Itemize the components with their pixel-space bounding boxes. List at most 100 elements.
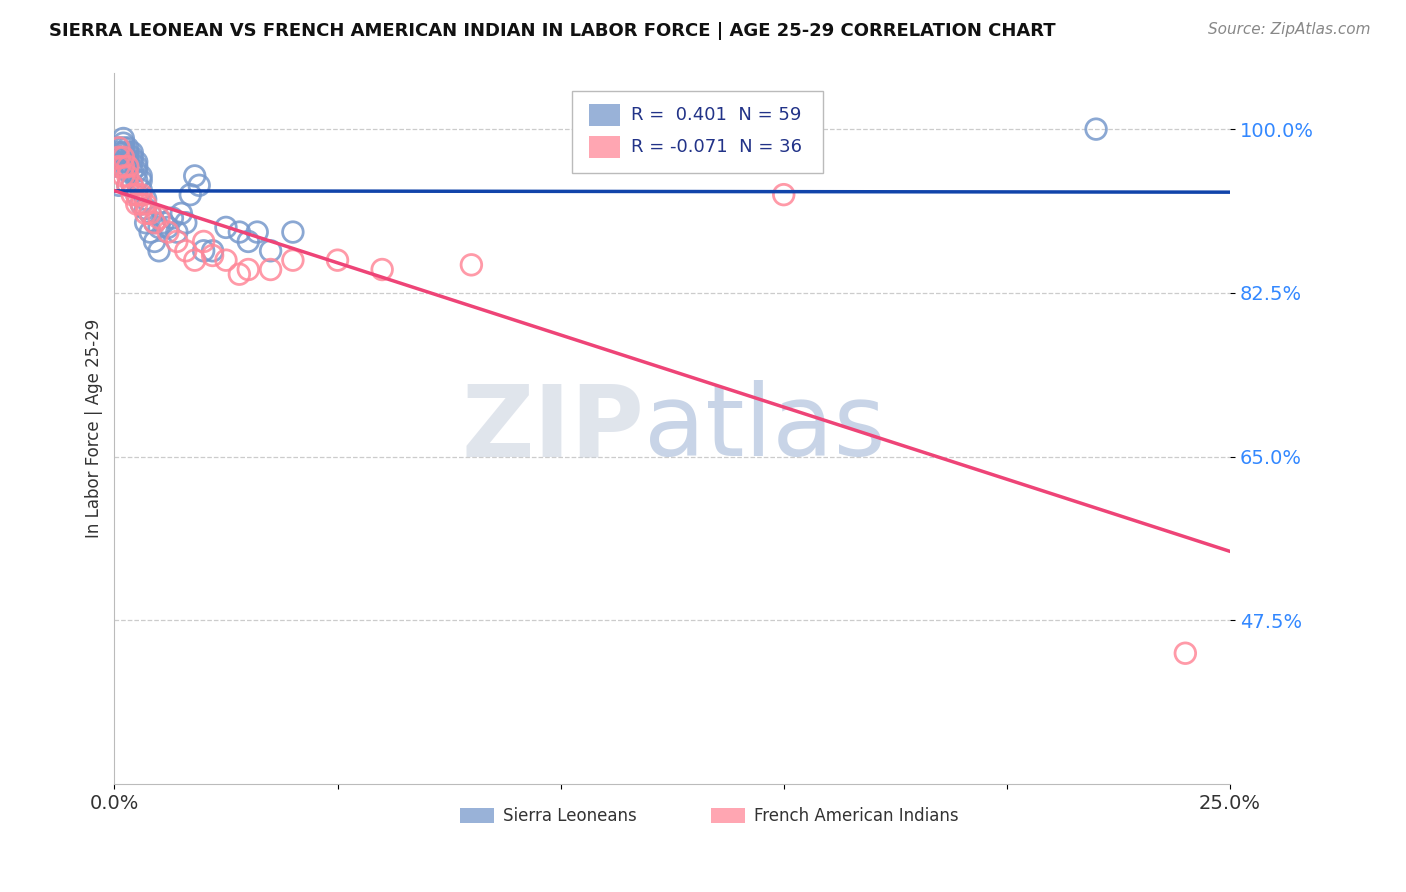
- Point: [215, 220, 238, 235]
- Point: [193, 235, 215, 249]
- Point: [166, 225, 188, 239]
- Point: [143, 216, 166, 230]
- Point: [117, 169, 139, 183]
- Point: [135, 216, 157, 230]
- Point: [125, 164, 148, 178]
- Point: [201, 248, 224, 262]
- Point: [125, 160, 148, 174]
- Point: [125, 187, 148, 202]
- Point: [238, 235, 260, 249]
- Point: [125, 197, 148, 211]
- Bar: [589, 103, 620, 127]
- Point: [108, 150, 131, 164]
- Point: [135, 206, 157, 220]
- Point: [117, 154, 139, 169]
- Point: [259, 262, 281, 277]
- Point: [1085, 122, 1108, 136]
- Point: [179, 187, 201, 202]
- Point: [139, 206, 162, 220]
- Point: [129, 197, 152, 211]
- Point: [772, 187, 794, 202]
- Point: [117, 150, 139, 164]
- Point: [129, 187, 152, 202]
- Point: [170, 206, 193, 220]
- Point: [174, 244, 197, 258]
- Point: [148, 244, 170, 258]
- Point: [121, 178, 143, 193]
- Point: [112, 169, 135, 183]
- Point: [166, 235, 188, 249]
- Point: [135, 192, 157, 206]
- Point: [139, 225, 162, 239]
- Point: [117, 178, 139, 193]
- Text: SIERRA LEONEAN VS FRENCH AMERICAN INDIAN IN LABOR FORCE | AGE 25-29 CORRELATION : SIERRA LEONEAN VS FRENCH AMERICAN INDIAN…: [49, 22, 1056, 40]
- Point: [183, 253, 205, 268]
- Point: [326, 253, 349, 268]
- Point: [112, 141, 135, 155]
- Text: R = -0.071  N = 36: R = -0.071 N = 36: [631, 138, 801, 156]
- Point: [281, 253, 304, 268]
- Point: [117, 141, 139, 155]
- Point: [129, 169, 152, 183]
- Point: [281, 225, 304, 239]
- Point: [143, 216, 166, 230]
- Point: [121, 187, 143, 202]
- Point: [125, 173, 148, 187]
- Text: atlas: atlas: [644, 380, 886, 477]
- Point: [129, 173, 152, 187]
- Point: [129, 183, 152, 197]
- Point: [129, 197, 152, 211]
- Point: [135, 197, 157, 211]
- Point: [117, 160, 139, 174]
- Point: [117, 164, 139, 178]
- Point: [121, 145, 143, 160]
- Point: [108, 178, 131, 193]
- Point: [148, 211, 170, 225]
- Point: [246, 225, 269, 239]
- Point: [135, 202, 157, 216]
- Point: [125, 187, 148, 202]
- Point: [117, 145, 139, 160]
- Point: [228, 225, 250, 239]
- Point: [108, 145, 131, 160]
- Point: [112, 145, 135, 160]
- Point: [121, 164, 143, 178]
- Point: [108, 141, 131, 155]
- Text: R =  0.401  N = 59: R = 0.401 N = 59: [631, 106, 801, 124]
- Point: [371, 262, 394, 277]
- Point: [121, 154, 143, 169]
- Point: [228, 267, 250, 281]
- Point: [183, 169, 205, 183]
- Bar: [460, 808, 494, 823]
- Point: [188, 178, 211, 193]
- Point: [174, 216, 197, 230]
- Point: [112, 160, 135, 174]
- Point: [193, 244, 215, 258]
- Point: [112, 136, 135, 151]
- Point: [139, 206, 162, 220]
- FancyBboxPatch shape: [572, 91, 823, 172]
- Point: [108, 160, 131, 174]
- Text: French American Indians: French American Indians: [754, 806, 959, 824]
- Point: [148, 220, 170, 235]
- Point: [112, 154, 135, 169]
- Point: [156, 220, 179, 235]
- Point: [121, 178, 143, 193]
- Bar: [711, 808, 745, 823]
- Point: [125, 154, 148, 169]
- Point: [215, 253, 238, 268]
- Point: [460, 258, 482, 272]
- Point: [162, 211, 184, 225]
- Point: [112, 131, 135, 145]
- Y-axis label: In Labor Force | Age 25-29: In Labor Force | Age 25-29: [86, 319, 103, 538]
- Point: [112, 160, 135, 174]
- Point: [108, 160, 131, 174]
- Point: [121, 150, 143, 164]
- Point: [108, 150, 131, 164]
- Bar: [589, 136, 620, 159]
- Point: [143, 235, 166, 249]
- Point: [112, 150, 135, 164]
- Text: ZIP: ZIP: [461, 380, 644, 477]
- Text: Sierra Leoneans: Sierra Leoneans: [502, 806, 637, 824]
- Point: [238, 262, 260, 277]
